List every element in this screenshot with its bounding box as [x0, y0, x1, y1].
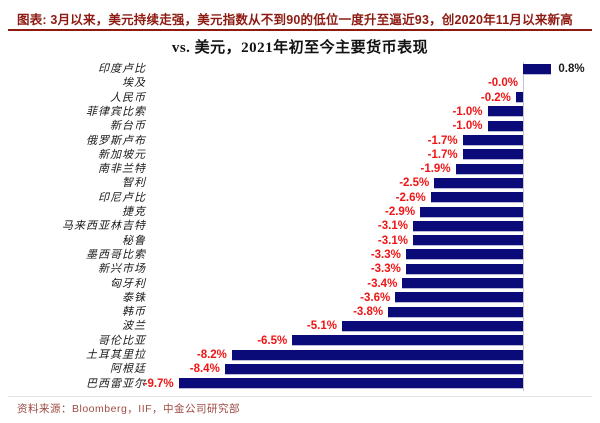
- value-label: -2.9%: [385, 206, 416, 218]
- category-label: 菲律宾比索: [86, 105, 146, 118]
- value-label: 0.8%: [558, 63, 585, 75]
- bar: [231, 349, 523, 361]
- chart-row: 智利 -2.5%: [0, 176, 600, 190]
- value-label: -1.7%: [427, 148, 458, 161]
- category-label: 阿根廷: [110, 363, 146, 376]
- category-label: 印度卢比: [98, 63, 146, 75]
- chart-row: 巴西雷亚尔 -9.7%: [0, 377, 600, 391]
- bar: [405, 263, 523, 275]
- chart-row: 韩币 -3.8%: [0, 305, 600, 319]
- chart-row: 秘鲁 -3.1%: [0, 234, 600, 248]
- chart-row: 波兰 -5.1%: [0, 319, 600, 333]
- category-label: 埃及: [122, 77, 146, 90]
- chart-row: 捷克 -2.9%: [0, 205, 600, 219]
- value-label: -9.7%: [143, 377, 174, 390]
- chart-row: 埃及 -0.0%: [0, 76, 600, 90]
- chart-row: 印度卢比 0.8%: [0, 62, 600, 76]
- category-label: 新台币: [110, 120, 146, 133]
- chart-title: vs. 美元，2021年初至今主要货币表现: [171, 40, 429, 56]
- value-label: -3.3%: [370, 248, 401, 261]
- category-label: 土耳其里拉: [86, 349, 146, 361]
- bar: [292, 335, 523, 347]
- bar: [412, 235, 523, 247]
- category-label: 巴西雷亚尔: [86, 377, 146, 390]
- value-label: -2.6%: [395, 191, 426, 204]
- value-label: -3.4%: [367, 277, 398, 290]
- chart-row: 哥伦比亚 -6.5%: [0, 334, 600, 348]
- bar: [462, 135, 523, 146]
- category-label: 印尼卢比: [98, 191, 146, 204]
- bar: [462, 149, 523, 161]
- value-label: -5.1%: [306, 320, 337, 333]
- chart-row: 菲律宾比索 -1.0%: [0, 105, 600, 119]
- bar: [388, 306, 523, 318]
- bar: [420, 206, 523, 218]
- category-label: 墨西哥比索: [86, 248, 146, 261]
- category-label: 人民币: [110, 91, 146, 104]
- bar: [487, 120, 523, 132]
- category-label: 智利: [122, 177, 146, 190]
- category-label: 马来西亚林吉特: [62, 220, 146, 233]
- category-label: 南非兰特: [98, 163, 146, 176]
- chart-row: 马来西亚林吉特 -3.1%: [0, 219, 600, 233]
- value-label: -6.5%: [257, 334, 288, 347]
- bar: [178, 378, 523, 390]
- value-label: -1.9%: [420, 163, 451, 176]
- figure-caption: 图表: 3月以来，美元持续走强，美元指数从不到90的低位一度升至逼近93，创20…: [17, 13, 573, 27]
- bar: [224, 363, 523, 375]
- bar: [487, 106, 523, 118]
- chart-row: 土耳其里拉 -8.2%: [0, 348, 600, 362]
- category-label: 哥伦比亚: [98, 334, 146, 347]
- chart-row: 匈牙利 -3.4%: [0, 277, 600, 291]
- chart-row: 泰铢 -3.6%: [0, 291, 600, 305]
- category-label: 俄罗斯卢布: [86, 134, 146, 147]
- value-label: -3.8%: [353, 306, 384, 319]
- value-label: -3.3%: [370, 263, 401, 276]
- value-label: -1.0%: [452, 105, 483, 118]
- chart-row: 新台币 -1.0%: [0, 119, 600, 133]
- chart-row: 俄罗斯卢布 -1.7%: [0, 134, 600, 148]
- bar: [430, 192, 523, 204]
- value-label: -3.6%: [360, 291, 391, 304]
- value-label: -8.4%: [189, 363, 220, 376]
- category-label: 秘鲁: [122, 234, 146, 247]
- bar: [412, 220, 523, 232]
- bar: [402, 278, 523, 289]
- chart-row: 人民币 -0.2%: [0, 91, 600, 105]
- chart-row: 南非兰特 -1.9%: [0, 162, 600, 176]
- caption-underline: [8, 29, 592, 31]
- value-label: -2.5%: [399, 177, 430, 190]
- value-label: -0.2%: [480, 91, 511, 104]
- value-label: -3.1%: [377, 220, 408, 233]
- bar: [405, 249, 523, 261]
- category-label: 泰铢: [122, 291, 146, 304]
- bar: [395, 292, 523, 304]
- bar: [434, 177, 523, 189]
- zero-axis-line: [523, 62, 524, 391]
- bar-chart: 印度卢比 0.8% 埃及 -0.0% 人民币 -0.2% 菲律宾比索 -1.0% 新台币 -1.0…: [0, 62, 600, 391]
- footer-divider: [8, 396, 592, 397]
- category-label: 新加坡元: [98, 148, 146, 161]
- chart-row: 墨西哥比索 -3.3%: [0, 248, 600, 262]
- category-label: 韩币: [122, 306, 146, 319]
- category-label: 波兰: [122, 320, 146, 333]
- source-note: 资料来源：Bloomberg，IIF，中金公司研究部: [17, 403, 241, 415]
- category-label: 新兴市场: [98, 263, 146, 276]
- value-label: -1.7%: [427, 134, 458, 147]
- value-label: -1.0%: [452, 120, 483, 133]
- value-label: -8.2%: [196, 349, 227, 361]
- bar: [515, 92, 523, 104]
- chart-row: 印尼卢比 -2.6%: [0, 191, 600, 205]
- chart-row: 阿根廷 -8.4%: [0, 362, 600, 376]
- value-label: -3.1%: [377, 234, 408, 247]
- category-label: 捷克: [122, 206, 146, 218]
- bar: [523, 63, 552, 75]
- chart-row: 新加坡元 -1.7%: [0, 148, 600, 162]
- value-label: -0.0%: [487, 77, 518, 90]
- category-label: 匈牙利: [110, 277, 146, 290]
- bar: [455, 163, 523, 175]
- bar: [341, 320, 523, 332]
- chart-row: 新兴市场 -3.3%: [0, 262, 600, 276]
